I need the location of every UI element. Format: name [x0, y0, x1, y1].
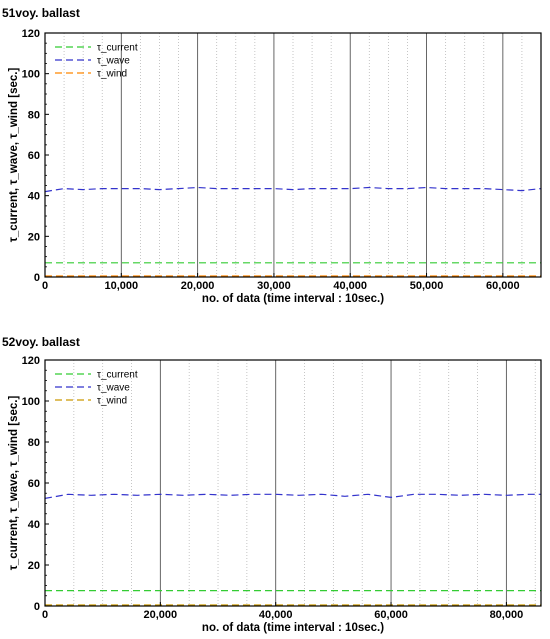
legend-label: τ_current: [97, 370, 138, 381]
plot-area: 0 20 40 60 80 100 120 0 20,000 40,000 60,000 80,000…: [22, 355, 542, 621]
legend-label: τ_wind: [97, 69, 127, 80]
legend-label: τ_wave: [97, 383, 130, 394]
x-tick-label: 30,000: [257, 280, 291, 292]
series-line-wave: [44, 493, 541, 499]
y-tick-label: 40: [28, 519, 40, 531]
x-tick-label: 0: [42, 280, 48, 292]
x-tick-label: 10,000: [104, 280, 138, 292]
y-tick-label: 120: [22, 355, 40, 367]
y-tick-label: 100: [22, 69, 40, 81]
x-tick-label: 0: [42, 609, 48, 621]
x-axis-label: no. of data (time interval : 10sec.): [202, 293, 384, 305]
y-tick-label: 20: [28, 231, 40, 243]
y-tick-label: 20: [28, 560, 40, 572]
y-tick-label: 40: [28, 191, 40, 203]
plot-background: [45, 360, 541, 606]
x-tick-label: 40,000: [259, 609, 293, 621]
y-tick-label: 120: [22, 28, 40, 40]
x-tick-label: 60,000: [374, 609, 408, 621]
x-tick-label: 40,000: [333, 280, 367, 292]
y-tick-label: 80: [28, 437, 40, 449]
y-axis-label: τ_current, τ_wave, τ_wind [sec.]: [8, 396, 20, 571]
y-tick-label: 60: [28, 478, 40, 490]
y-tick-label: 80: [28, 109, 40, 121]
y-tick-label: 0: [34, 272, 40, 284]
x-axis-label: no. of data (time interval : 10sec.): [202, 622, 384, 634]
x-tick-label: 50,000: [410, 280, 444, 292]
y-axis-label: τ_current, τ_wave, τ_wind [sec.]: [8, 68, 20, 243]
legend-label: τ_wave: [97, 56, 130, 67]
legend-label: τ_current: [97, 43, 138, 54]
chart-title: 52voy. ballast: [2, 335, 80, 349]
x-tick-label: 20,000: [144, 609, 178, 621]
chart-52voy-ballast: 52voy. ballast τ_current, τ_wave, τ_wind…: [2, 335, 542, 634]
y-tick-label: 60: [28, 150, 40, 162]
legend-label: τ_wind: [97, 396, 127, 407]
x-tick-label: 20,000: [181, 280, 215, 292]
chart-title: 51voy. ballast: [2, 6, 80, 20]
y-tick-label: 100: [22, 396, 40, 408]
y-tick-label: 0: [34, 601, 40, 613]
x-tick-label: 60,000: [486, 280, 520, 292]
chart-51voy-ballast: 51voy. ballast τ_current, τ_wave, τ_wind…: [2, 6, 542, 305]
x-tick-label: 80,000: [490, 609, 524, 621]
plot-background: [45, 33, 541, 277]
plot-area: 0 20 40 60 80 100 120 0 10,000 20,000 30,000 40,000…: [22, 28, 542, 292]
series-line-wave: [44, 186, 542, 193]
